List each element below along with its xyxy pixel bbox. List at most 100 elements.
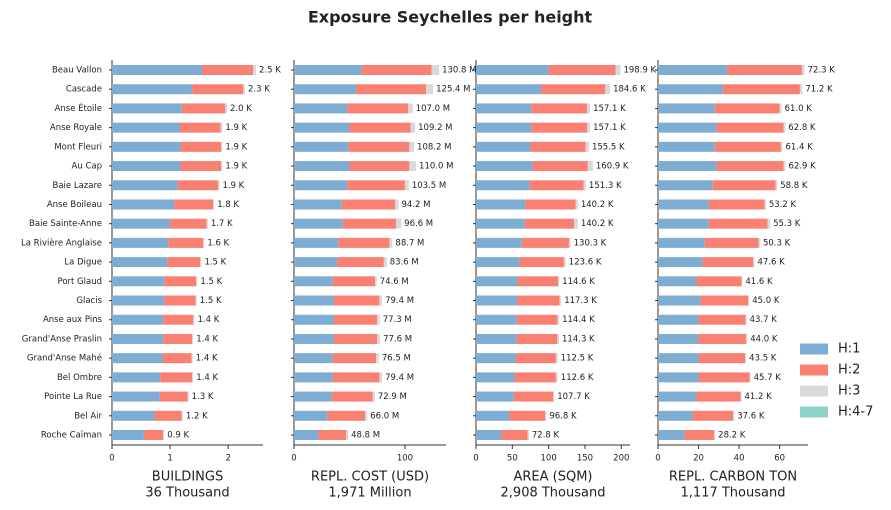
bar-segment <box>348 141 410 152</box>
bar-segment <box>112 276 165 287</box>
bar-segment <box>143 430 164 440</box>
value-label: 2.5 K <box>259 66 281 76</box>
bar-segment <box>294 353 333 364</box>
bar-segment <box>658 141 715 152</box>
x-axis-total: 1,971 Million <box>328 486 411 501</box>
x-axis-total: 1,117 Thousand <box>681 486 786 501</box>
value-label: 62.8 K <box>788 123 816 133</box>
bar-segment <box>476 122 532 133</box>
category-label: Anse aux Pins <box>43 315 103 325</box>
value-label: 66.0 M <box>370 411 399 421</box>
value-label: 160.9 K <box>596 162 629 172</box>
bar-segment <box>515 353 556 364</box>
x-tick-label: 2 <box>225 454 230 464</box>
bar-segment <box>753 257 755 268</box>
bar-segment <box>361 65 432 75</box>
value-label: 1.6 K <box>207 238 229 248</box>
bar-segment <box>476 295 518 306</box>
legend-swatch <box>800 364 828 376</box>
bar-segment <box>180 161 222 172</box>
category-label: Mont Fleuri <box>54 142 102 152</box>
bar-segment <box>476 372 515 383</box>
bar-segment <box>206 218 208 229</box>
bar-segment <box>658 333 699 344</box>
bar-segment <box>338 237 390 248</box>
value-label: 37.6 K <box>737 411 765 421</box>
bar-segment <box>187 391 189 402</box>
bar-segment <box>575 199 578 210</box>
value-label: 61.4 K <box>785 142 813 152</box>
bar-segment <box>767 218 771 229</box>
bar-segment <box>532 161 588 172</box>
bar-segment <box>193 314 195 325</box>
bar-segment <box>383 257 387 268</box>
bar-segment <box>696 276 742 287</box>
bar-segment <box>476 333 517 344</box>
bar-segment <box>741 276 743 287</box>
bar-segment <box>658 84 723 95</box>
category-label: Baie Lazare <box>53 181 103 191</box>
bar-segment <box>476 84 542 95</box>
bar-segment <box>356 84 427 95</box>
bar-segment <box>294 141 349 152</box>
bar-segment <box>764 199 766 210</box>
bar-segment <box>213 199 215 210</box>
bar-segment <box>170 218 207 229</box>
x-tick-label: 150 <box>577 454 593 464</box>
bar-segment <box>112 122 180 133</box>
value-label: 107.7 K <box>557 392 590 402</box>
bar-segment <box>332 372 380 383</box>
x-axis-label: REPL. CARBON TON <box>669 470 797 485</box>
value-label: 72.8 K <box>532 431 560 441</box>
value-label: 48.8 M <box>351 431 380 441</box>
bar-segment <box>112 314 164 325</box>
bar-segment <box>801 65 805 75</box>
bar-segment <box>112 333 164 344</box>
legend-label: H:3 <box>838 384 860 399</box>
value-label: 112.6 K <box>561 373 594 383</box>
bar-segment <box>716 161 784 172</box>
bar-segment <box>476 65 549 75</box>
bar-segment <box>476 237 522 248</box>
value-label: 47.6 K <box>757 258 785 268</box>
category-label: Beau Vallon <box>52 66 102 76</box>
value-label: 114.3 K <box>562 334 595 344</box>
bar-segment <box>112 218 171 229</box>
bar-segment <box>333 295 380 306</box>
value-label: 1.4 K <box>196 334 218 344</box>
bar-segment <box>192 84 244 95</box>
value-label: 45.0 K <box>752 296 780 306</box>
category-label: Au Cap <box>72 162 102 172</box>
x-axis-label: BUILDINGS <box>152 470 223 485</box>
bar-segment <box>476 276 518 287</box>
bar-segment <box>294 257 338 268</box>
value-label: 151.3 K <box>589 181 622 191</box>
bar-segment <box>698 314 746 325</box>
category-label: Anse Étoile <box>55 102 102 114</box>
bar-segment <box>374 276 377 287</box>
bar-segment <box>704 237 759 248</box>
value-label: 58.8 K <box>780 181 808 191</box>
bar-segment <box>509 410 546 421</box>
bar-segment <box>180 141 222 152</box>
x-tick-label: 1 <box>167 454 172 464</box>
value-label: 44.0 K <box>750 334 778 344</box>
bar-segment <box>221 161 223 172</box>
bar-segment <box>202 65 254 75</box>
x-axis-total: 36 Thousand <box>145 486 229 501</box>
bar-segment <box>541 84 606 95</box>
bar-segment <box>294 237 339 248</box>
bar-segment <box>347 103 409 114</box>
legend-swatch <box>800 343 828 355</box>
bar-segment <box>783 122 786 133</box>
bar-segment <box>192 372 194 383</box>
bar-segment <box>365 410 368 421</box>
value-label: 125.4 M <box>436 85 470 95</box>
bar-segment <box>658 391 697 402</box>
bar-segment <box>112 65 203 75</box>
bar-segment <box>513 391 553 402</box>
bar-segment <box>516 333 558 344</box>
bar-segment <box>294 295 334 306</box>
bar-segment <box>658 372 699 383</box>
value-label: 77.6 M <box>383 334 412 344</box>
